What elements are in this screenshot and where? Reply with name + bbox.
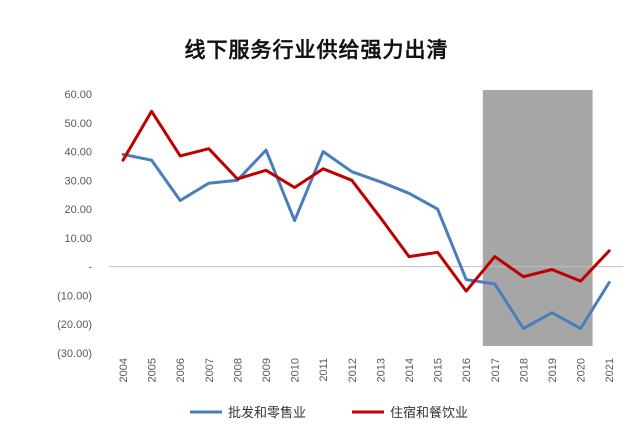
x-tick-label: 2004	[118, 358, 130, 382]
x-tick-label: 2021	[604, 358, 616, 382]
y-tick-label: (30.00)	[57, 348, 92, 360]
x-tick-label: 2018	[518, 358, 530, 382]
legend-label: 批发和零售业	[228, 405, 306, 421]
x-tick-label: 2008	[232, 358, 244, 382]
x-tick-label: 2009	[261, 358, 273, 382]
series-line-2	[121, 109, 611, 293]
x-tick-label: 2015	[433, 358, 445, 382]
y-tick-label: -	[88, 262, 92, 274]
y-tick-label: 20.00	[64, 204, 92, 216]
x-tick-label: 2005	[147, 358, 159, 382]
y-tick-label: 30.00	[64, 175, 92, 187]
x-tick-label: 2006	[175, 358, 187, 382]
x-tick-label: 2017	[490, 358, 502, 382]
x-tick-label: 2010	[290, 358, 302, 382]
y-tick-label: 60.00	[64, 89, 92, 101]
x-tick-label: 2014	[404, 358, 416, 382]
y-tick-label: 40.00	[64, 147, 92, 159]
x-tick-label: 2007	[204, 358, 216, 382]
y-tick-label: 10.00	[64, 233, 92, 245]
x-tick-label: 2011	[318, 358, 330, 382]
y-tick-label: 50.00	[64, 118, 92, 130]
legend-label: 住宿和餐饮业	[390, 405, 468, 421]
y-tick-label: (10.00)	[57, 290, 92, 302]
x-tick-label: 2020	[576, 358, 588, 382]
shaded-period	[482, 90, 593, 346]
y-tick-label: (20.00)	[57, 319, 92, 331]
series-line-1	[121, 148, 611, 330]
x-tick-label: 2019	[547, 358, 559, 382]
chart-title: 线下服务行业供给强力出清	[184, 38, 449, 62]
x-tick-label: 2012	[347, 358, 359, 382]
x-tick-label: 2016	[461, 358, 473, 382]
x-tick-label: 2013	[375, 358, 387, 382]
